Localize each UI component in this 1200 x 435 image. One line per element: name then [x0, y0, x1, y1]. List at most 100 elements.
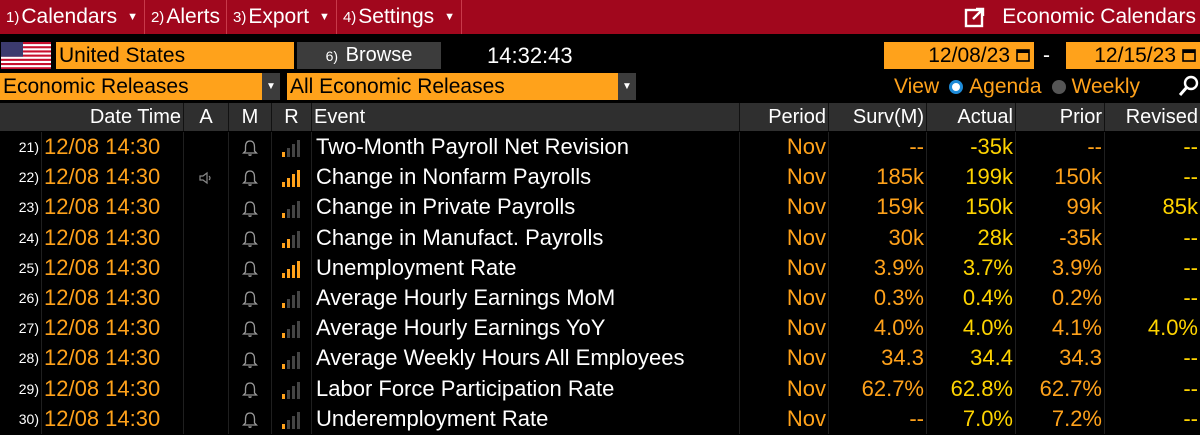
radio-agenda[interactable] [949, 79, 964, 94]
country-field[interactable]: United States [56, 42, 294, 69]
row-event[interactable]: Average Hourly Earnings YoY [312, 313, 740, 344]
row-index[interactable]: 27) [0, 313, 42, 344]
bell-icon[interactable] [241, 411, 259, 429]
row-index[interactable]: 29) [0, 373, 42, 404]
row-alert-cell[interactable] [184, 162, 229, 193]
col-surv[interactable]: Surv(M) [829, 103, 927, 131]
chevron-down-icon: ▼ [127, 11, 138, 23]
table-row[interactable]: 24) 12/08 14:30 Change in Manufact. Payrol… [0, 222, 1200, 253]
browse-label: Browse [345, 44, 413, 66]
release-type-select[interactable]: Economic Releases ▼ [0, 73, 280, 100]
col-actual[interactable]: Actual [927, 103, 1016, 131]
row-bell-cell[interactable] [229, 343, 272, 374]
col-period[interactable]: Period [740, 103, 829, 131]
table-row[interactable]: 26) 12/08 14:30 Average Hourly Earnings Mo… [0, 282, 1200, 314]
speaker-icon[interactable] [198, 170, 214, 186]
table-row[interactable]: 25) 12/08 14:30 Unemployment Rate Nov 3.9% 3.… [0, 252, 1200, 283]
row-alert-cell[interactable] [184, 403, 229, 434]
bell-icon[interactable] [241, 351, 259, 369]
row-bell-cell[interactable] [229, 222, 272, 253]
row-alert-cell[interactable] [184, 313, 229, 344]
col-revised[interactable]: Revised [1125, 106, 1198, 128]
col-r[interactable]: R [272, 103, 312, 131]
date-to-field[interactable]: 12/15/23 [1066, 42, 1200, 69]
row-event[interactable]: Underemployment Rate [312, 403, 740, 434]
row-index[interactable]: 24) [0, 222, 42, 253]
row-bell-cell[interactable] [229, 252, 272, 283]
row-bell-cell[interactable] [229, 313, 272, 344]
table-row[interactable]: 21) 12/08 14:30 Two-Month Payroll Net Revi… [0, 132, 1200, 163]
menu-export[interactable]: 3) Export ▼ [227, 0, 337, 34]
col-prior[interactable]: Prior [1016, 103, 1105, 131]
bell-icon[interactable] [241, 320, 259, 338]
row-datetime: 12/08 14:30 [42, 403, 184, 434]
release-filter-select[interactable]: All Economic Releases ▼ [287, 73, 636, 100]
row-index[interactable]: 26) [0, 282, 42, 314]
bell-icon[interactable] [241, 230, 259, 248]
row-alert-cell[interactable] [184, 343, 229, 374]
row-survey: 34.3 [829, 343, 927, 374]
row-event[interactable]: Average Weekly Hours All Employees [312, 343, 740, 374]
row-index[interactable]: 23) [0, 192, 42, 223]
bell-icon[interactable] [241, 139, 259, 157]
calendar-icon[interactable] [1016, 48, 1030, 62]
row-alert-cell[interactable] [184, 192, 229, 223]
row-index[interactable]: 30) [0, 403, 42, 434]
table-row[interactable]: 27) 12/08 14:30 Average Hourly Earnings Yo… [0, 313, 1200, 344]
date-from-field[interactable]: 12/08/23 [884, 42, 1034, 69]
row-event[interactable]: Labor Force Participation Rate [312, 373, 740, 404]
chevron-down-icon[interactable]: ▼ [618, 73, 636, 100]
row-revised: -- [1183, 224, 1198, 250]
row-survey: 30k [829, 222, 927, 253]
menu-settings[interactable]: 4) Settings ▼ [337, 0, 463, 34]
bell-icon[interactable] [241, 200, 259, 218]
browse-button[interactable]: 6) Browse [297, 42, 441, 69]
row-index[interactable]: 22) [0, 162, 42, 193]
row-event[interactable]: Two-Month Payroll Net Revision [312, 132, 740, 163]
row-alert-cell[interactable] [184, 252, 229, 283]
zoom-icon[interactable] [1178, 75, 1200, 97]
bell-icon[interactable] [241, 381, 259, 399]
row-revised: -- [1183, 134, 1198, 159]
row-alert-cell[interactable] [184, 222, 229, 253]
view-weekly-label[interactable]: Weekly [1071, 74, 1141, 98]
row-event[interactable]: Change in Nonfarm Payrolls [312, 162, 740, 193]
calendar-icon[interactable] [1182, 48, 1196, 62]
bell-icon[interactable] [241, 290, 259, 308]
bell-icon[interactable] [241, 260, 259, 278]
table-row[interactable]: 22) 12/08 14:30 Change in Nonfarm Payrolls… [0, 162, 1200, 193]
row-bell-cell[interactable] [229, 132, 272, 163]
menu-alerts[interactable]: 2) Alerts [145, 0, 227, 34]
table-row[interactable]: 23) 12/08 14:30 Change in Private Payrolls… [0, 192, 1200, 223]
row-index[interactable]: 25) [0, 252, 42, 283]
table-row[interactable]: 30) 12/08 14:30 Underemployment Rate Nov -- 7… [0, 403, 1200, 434]
external-link-icon[interactable] [964, 6, 986, 28]
row-bell-cell[interactable] [229, 403, 272, 434]
row-event[interactable]: Change in Manufact. Payrolls [312, 222, 740, 253]
table-row[interactable]: 29) 12/08 14:30 Labor Force Participation … [0, 373, 1200, 404]
row-event[interactable]: Change in Private Payrolls [312, 192, 740, 223]
row-prior: -- [1016, 132, 1105, 163]
view-agenda-label[interactable]: Agenda [969, 74, 1042, 98]
radio-weekly[interactable] [1051, 79, 1066, 94]
col-a[interactable]: A [184, 103, 229, 131]
relevance-bars-icon [281, 411, 302, 429]
row-index[interactable]: 21) [0, 132, 42, 163]
row-alert-cell[interactable] [184, 282, 229, 314]
bell-icon[interactable] [241, 169, 259, 187]
chevron-down-icon[interactable]: ▼ [262, 73, 280, 100]
row-event[interactable]: Unemployment Rate [312, 252, 740, 283]
row-index[interactable]: 28) [0, 343, 42, 374]
menu-calendars[interactable]: 1) Calendars ▼ [0, 0, 145, 34]
row-bell-cell[interactable] [229, 282, 272, 314]
table-row[interactable]: 28) 12/08 14:30 Average Weekly Hours All E… [0, 343, 1200, 374]
row-event[interactable]: Average Hourly Earnings MoM [312, 282, 740, 314]
row-bell-cell[interactable] [229, 373, 272, 404]
row-alert-cell[interactable] [184, 132, 229, 163]
row-alert-cell[interactable] [184, 373, 229, 404]
row-bell-cell[interactable] [229, 192, 272, 223]
col-event[interactable]: Event [312, 103, 740, 131]
col-datetime[interactable]: Date Time [0, 103, 184, 131]
col-m[interactable]: M [229, 103, 272, 131]
row-bell-cell[interactable] [229, 162, 272, 193]
